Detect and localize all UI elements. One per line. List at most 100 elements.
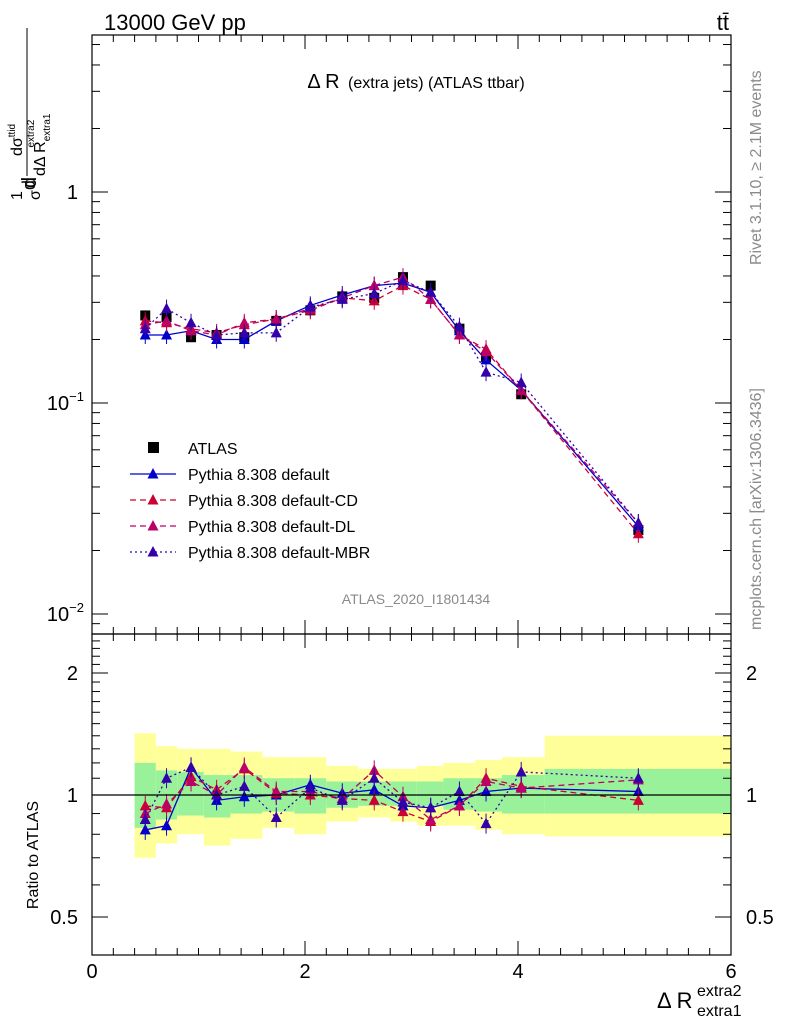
legend-label-0: ATLAS — [188, 441, 238, 458]
green-band-10 — [416, 781, 444, 806]
ratio-series-3-point-8 — [368, 772, 380, 783]
xlabel-main: Δ R — [657, 988, 692, 1013]
upper-series-4-point-1 — [161, 302, 173, 314]
upper-series-4-point-0 — [139, 322, 151, 334]
ratio-series-1-point-8 — [368, 794, 380, 805]
upper-series-4-point-2 — [185, 316, 197, 328]
ratio-series-3-point-1 — [161, 772, 173, 783]
upper-plot-marks — [139, 268, 644, 543]
xlabel: Δ R — [657, 988, 692, 1013]
ratio-series-3-point-2 — [185, 761, 197, 772]
ratio-series-2-point-1 — [161, 798, 173, 809]
svg-text:d: d — [19, 177, 41, 188]
upper-series-4-point-3 — [211, 329, 223, 340]
ylabel-d2: d — [19, 180, 39, 190]
ratio-series-2-point-5 — [270, 785, 282, 797]
ratio-series-2-point-2 — [185, 775, 197, 786]
ratio-series-3-point-9 — [397, 796, 409, 807]
ratio-series-3-point-0 — [139, 813, 151, 825]
upper-series-3-point-12 — [480, 345, 492, 357]
ratio-series-3-point-13 — [515, 765, 527, 777]
ratio-series-3-point-4 — [238, 780, 250, 791]
legend-label-1: Pythia 8.308 default — [188, 467, 330, 484]
upper-series-3-point-1 — [161, 314, 173, 326]
ratio-series-0-point-1 — [161, 819, 173, 831]
ylabel-sigma: σ — [27, 190, 44, 200]
ratio-series-2-point-10 — [425, 813, 437, 825]
upper-series-4-point-12 — [480, 366, 492, 377]
ratio-series-2-point-12 — [480, 775, 492, 786]
legend-label-3: Pythia 8.308 default-DL — [188, 519, 355, 536]
upper-ylabel: d — [19, 177, 41, 188]
analysis-id: ATLAS_2020_I1801434 — [342, 591, 491, 607]
mcplots-label: mcplots.cern.ch [arXiv:1306.3436] — [748, 388, 765, 630]
ratio-y-tick-label-right-0: 0.5 — [746, 907, 774, 929]
upper-series-4-point-6 — [304, 301, 316, 312]
legend: ATLAS Pythia 8.308 default Pythia 8.308 de… — [130, 441, 370, 562]
rivet-label: Rivet 3.1.10, ≥ 2.1M events — [748, 70, 765, 265]
legend-marker-4 — [147, 546, 159, 557]
upper-series-3-point-5 — [270, 313, 282, 324]
upper-series-4-point-11 — [453, 320, 465, 332]
header-right: tt̄ — [717, 10, 729, 35]
ratio-y-tick-label-right-1: 1 — [746, 785, 757, 807]
ratio-series-3-point-7 — [336, 794, 348, 805]
legend-marker-2 — [147, 494, 159, 505]
upper-series-4-point-4 — [238, 326, 250, 338]
xlabel-sub: extra1 — [697, 1003, 742, 1020]
ratio-series-line-3 — [144, 766, 639, 825]
upper-y-tick-label-0: 1 — [67, 182, 78, 204]
title-main: Δ R — [307, 71, 339, 93]
x-tick-label-1: 2 — [299, 961, 310, 983]
ratio-series-3-point-12 — [480, 817, 492, 829]
ratio-ylabel: Ratio to ATLAS — [25, 801, 42, 909]
xlabel-sup: extra2 — [697, 983, 742, 1000]
ratio-series-0-point-8 — [368, 783, 380, 795]
ylabel-d: d — [19, 177, 41, 188]
upper-ylabel-fraction: 1 σ d dσttid dΔ Rextra1extra2 — [7, 28, 53, 200]
title-rest: (extra jets) (ATLAS ttbar) — [348, 75, 525, 92]
legend-marker-atlas — [148, 442, 159, 453]
ratio-series-1-point-14 — [632, 794, 644, 805]
header-left: 13000 GeV pp — [104, 10, 246, 35]
ratio-series-3-point-14 — [632, 772, 644, 783]
main-title: Δ R (extra jets) (ATLAS ttbar) — [307, 71, 524, 93]
ylabel-denominator: dΔ Rextra1extra2 — [26, 113, 53, 176]
legend-label-4: Pythia 8.308 default-MBR — [188, 545, 370, 562]
upper-y-tick-label-1: 10−1 — [47, 389, 84, 415]
ratio-series-3-point-11 — [453, 785, 465, 797]
ratio-y-tick-label-left-2: 2 — [67, 663, 78, 685]
ratio-series-3-point-10 — [425, 801, 437, 813]
legend-label-2: Pythia 8.308 default-CD — [188, 493, 358, 510]
ratio-series-2-point-4 — [238, 761, 250, 772]
ratio-series-3-point-3 — [211, 789, 223, 800]
legend-marker-1 — [147, 468, 159, 479]
upper-series-1-point-1 — [161, 329, 173, 340]
ylabel-dsigma: dσttid — [7, 124, 26, 156]
upper-series-4-point-5 — [270, 326, 282, 338]
green-band-4 — [230, 775, 263, 814]
ratio-y-tick-label-left-1: 1 — [67, 785, 78, 807]
green-band-13 — [502, 775, 545, 814]
x-tick-label-3: 6 — [725, 961, 736, 983]
axes: 0 2 4 6 1 10−1 10−2 0.5 0.5 1 1 2 2 — [47, 34, 774, 983]
ratio-series-3-point-5 — [270, 811, 282, 822]
upper-series-4-point-7 — [336, 293, 348, 304]
x-tick-label-0: 0 — [86, 961, 97, 983]
upper-series-4-point-10 — [425, 286, 437, 297]
ylabel-1: 1 — [9, 191, 26, 200]
upper-series-2-point-14 — [632, 527, 644, 539]
ratio-y-tick-label-right-2: 2 — [746, 663, 757, 685]
upper-series-4-point-13 — [515, 376, 527, 388]
upper-series-3-point-4 — [238, 316, 250, 328]
ratio-y-tick-label-left-0: 0.5 — [50, 907, 78, 929]
legend-marker-3 — [147, 520, 159, 531]
ratio-series-2-point-11 — [453, 799, 465, 811]
ratio-series-2-point-13 — [515, 782, 527, 793]
upper-series-4-point-9 — [397, 274, 409, 286]
ratio-plot-marks — [139, 757, 644, 840]
upper-series-4-point-14 — [632, 516, 644, 528]
ratio-series-3-point-6 — [304, 782, 316, 793]
x-tick-label-2: 4 — [512, 961, 523, 983]
